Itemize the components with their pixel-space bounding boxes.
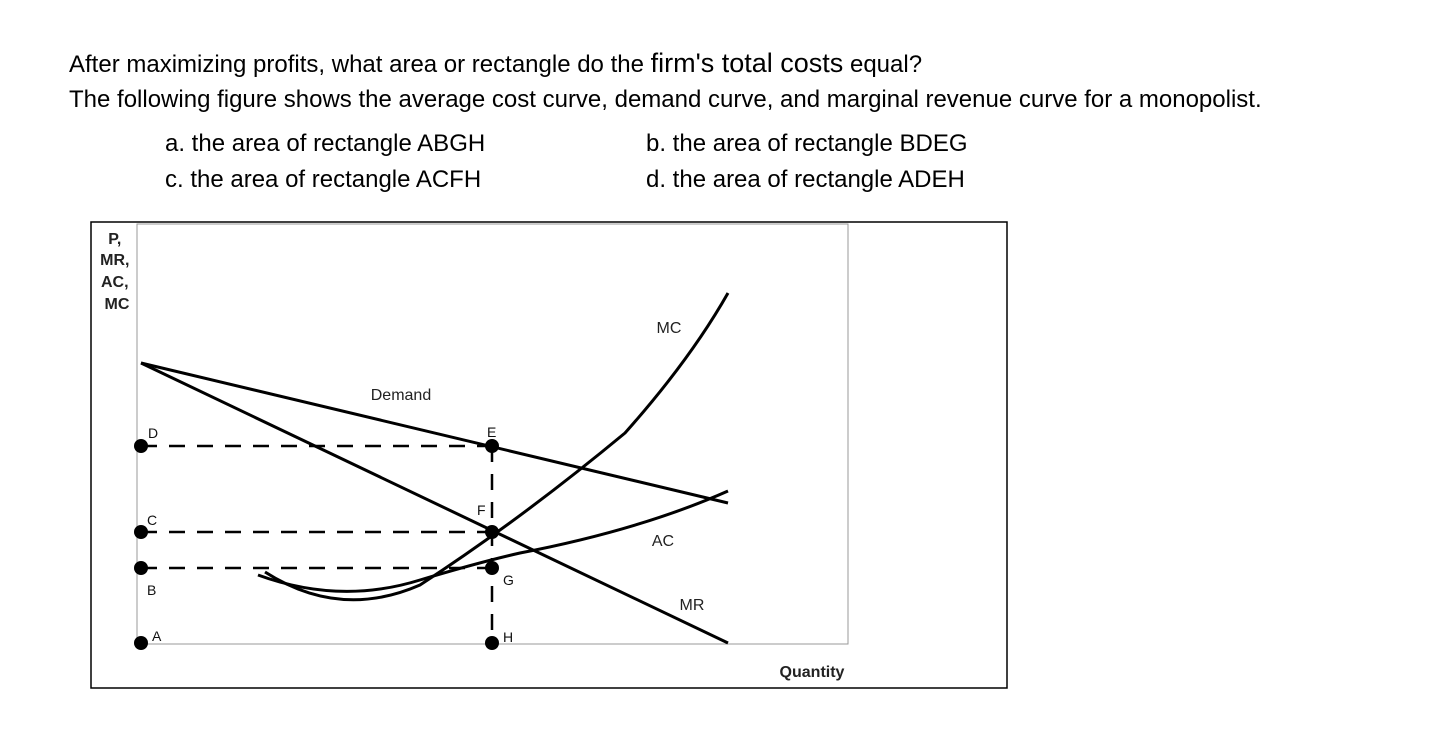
label-c: C bbox=[147, 512, 157, 528]
point-a bbox=[134, 636, 148, 650]
label-d: D bbox=[148, 425, 158, 441]
question-text-part-1: After maximizing profits, what area or r… bbox=[69, 51, 651, 78]
point-e bbox=[485, 439, 499, 453]
option-a[interactable]: a. the area of rectangle ABGH bbox=[165, 130, 486, 157]
x-axis-label: Quantity bbox=[780, 664, 845, 681]
point-d bbox=[134, 439, 148, 453]
dashed-guides bbox=[141, 444, 494, 643]
point-g bbox=[485, 561, 499, 575]
y-axis-label-ac: AC, bbox=[101, 274, 129, 291]
label-b: B bbox=[147, 582, 156, 598]
point-c bbox=[134, 525, 148, 539]
y-axis-label-mc: MC bbox=[105, 296, 130, 313]
mc-curve bbox=[264, 292, 730, 602]
demand-label: Demand bbox=[371, 387, 431, 404]
point-f bbox=[485, 525, 499, 539]
y-axis-label-p: P, bbox=[108, 231, 121, 248]
option-d[interactable]: d. the area of rectangle ADEH bbox=[646, 166, 965, 193]
point-b bbox=[134, 561, 148, 575]
points bbox=[134, 439, 499, 650]
y-axis-label-mr: MR, bbox=[100, 252, 129, 269]
mr-curve bbox=[140, 361, 729, 645]
option-b[interactable]: b. the area of rectangle BDEG bbox=[646, 130, 968, 157]
mc-label: MC bbox=[657, 320, 682, 337]
label-f: F bbox=[477, 502, 486, 518]
label-a: A bbox=[152, 628, 162, 644]
ac-curve bbox=[257, 489, 729, 593]
question-line-2: The following figure shows the average c… bbox=[69, 86, 1262, 113]
label-e: E bbox=[487, 424, 496, 440]
label-g: G bbox=[503, 572, 514, 588]
question-text-part-3: equal? bbox=[843, 51, 923, 78]
y-axis-label: P, MR, AC, MC bbox=[100, 231, 134, 313]
mr-label: MR bbox=[680, 597, 705, 614]
label-h: H bbox=[503, 629, 513, 645]
ac-label: AC bbox=[652, 533, 674, 550]
demand-curve bbox=[140, 361, 729, 505]
question-emphasis: firm's total costs bbox=[650, 48, 844, 78]
point-h bbox=[485, 636, 499, 650]
question-line-1: After maximizing profits, what area or r… bbox=[69, 48, 922, 79]
option-c[interactable]: c. the area of rectangle ACFH bbox=[165, 166, 482, 193]
figure-frame bbox=[90, 221, 1008, 689]
